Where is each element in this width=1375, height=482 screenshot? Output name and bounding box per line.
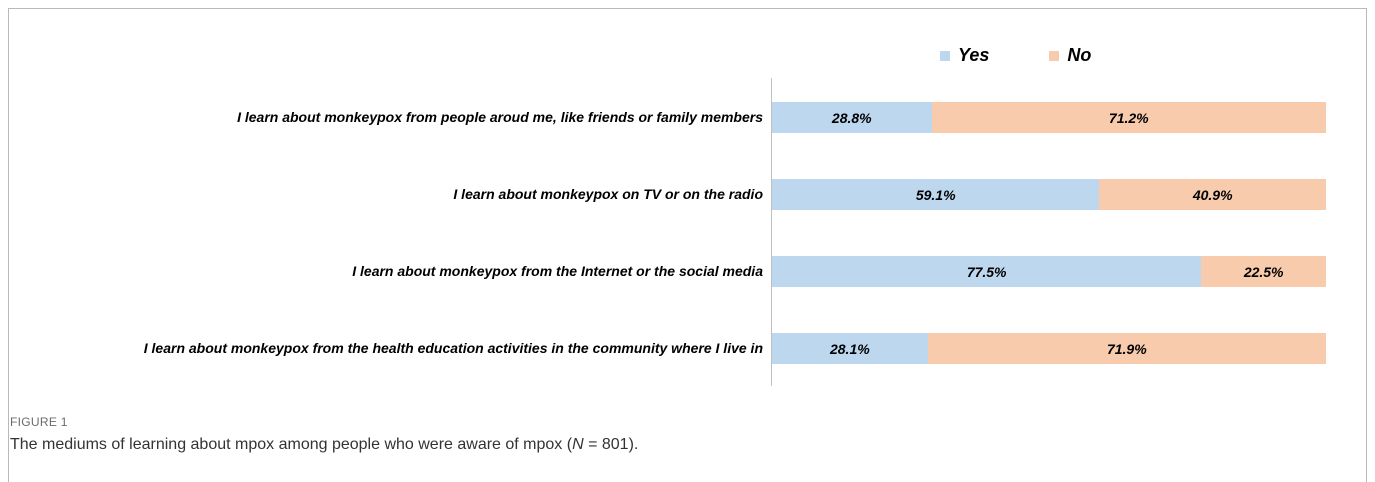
figure-caption: The mediums of learning about mpox among…: [10, 436, 638, 454]
bar-no: 22.5%: [1201, 256, 1326, 287]
data-label: 71.2%: [1108, 109, 1149, 126]
category-label: I learn about monkeypox on TV or on the …: [453, 186, 763, 202]
data-label: 77.5%: [966, 263, 1007, 280]
figure-label: FIGURE 1: [10, 415, 68, 429]
bar-yes: 28.8%: [772, 102, 932, 133]
caption-n-symbol: N: [572, 436, 584, 453]
data-label: 40.9%: [1192, 186, 1233, 203]
category-label: I learn about monkeypox from the Interne…: [352, 263, 763, 279]
category-label: I learn about monkeypox from people arou…: [237, 109, 763, 125]
legend-item-yes: Yes: [940, 45, 989, 66]
bar-yes: 77.5%: [772, 256, 1202, 287]
legend-label-no: No: [1067, 45, 1092, 65]
chart-legend: Yes No: [940, 45, 1151, 66]
legend-label-yes: Yes: [958, 45, 990, 65]
bar-yes: 59.1%: [772, 179, 1100, 210]
caption-n-value: = 801).: [583, 436, 639, 453]
data-label: 28.1%: [829, 340, 870, 357]
bar-no: 71.9%: [927, 333, 1326, 364]
category-axis-line: [771, 78, 772, 386]
caption-main: The mediums of learning about mpox among…: [10, 436, 573, 453]
category-label: I learn about monkeypox from the health …: [143, 340, 763, 356]
data-label: 22.5%: [1243, 263, 1284, 280]
data-label: 28.8%: [831, 109, 872, 126]
data-label: 59.1%: [915, 186, 956, 203]
figure-frame: [8, 8, 1367, 482]
data-label: 71.9%: [1106, 340, 1147, 357]
bar-no: 40.9%: [1099, 179, 1326, 210]
bar-no: 71.2%: [931, 102, 1326, 133]
bar-yes: 28.1%: [772, 333, 928, 364]
legend-item-no: No: [1049, 45, 1091, 66]
legend-swatch-no: [1049, 50, 1060, 61]
legend-swatch-yes: [940, 50, 950, 61]
